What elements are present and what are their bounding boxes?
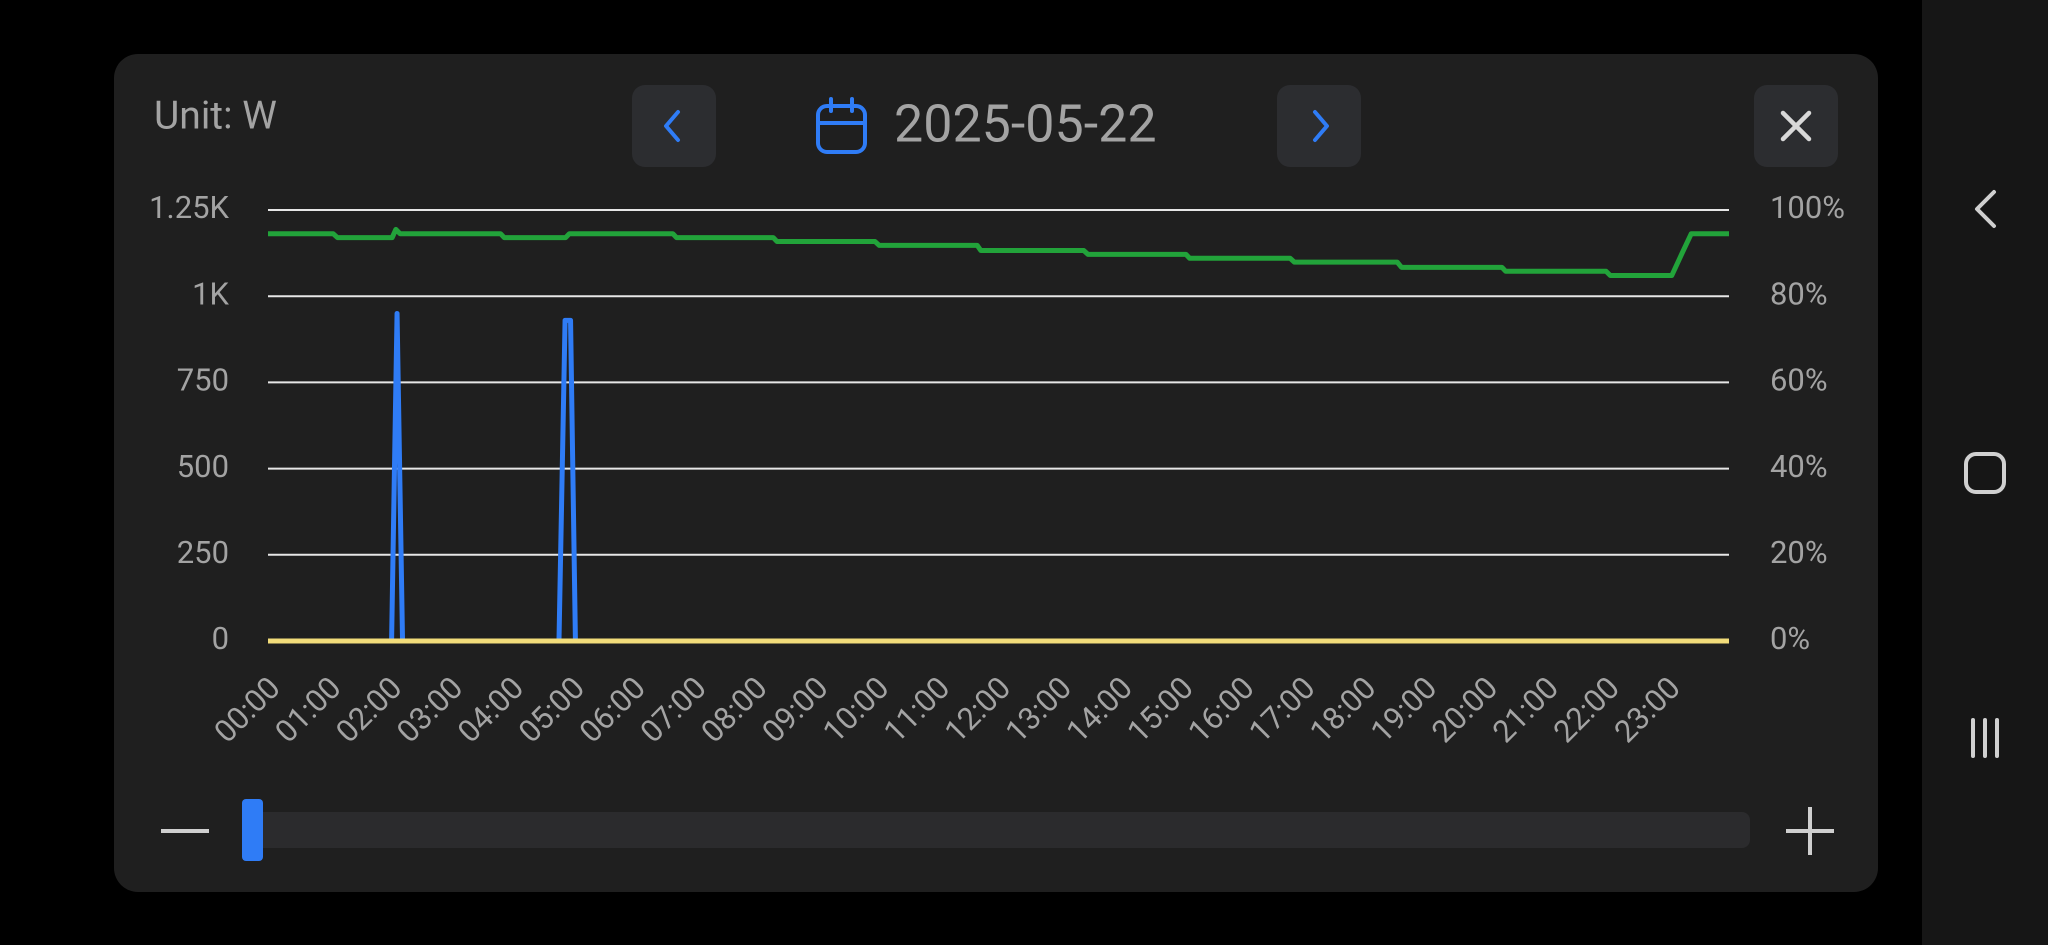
calendar-icon — [816, 97, 867, 154]
nav-home[interactable] — [1964, 452, 2006, 494]
y2-tick-label: 60% — [1770, 362, 1828, 399]
y2-tick-label: 40% — [1770, 448, 1828, 485]
prev-icon — [664, 110, 680, 142]
y2-tick-label: 0% — [1770, 620, 1810, 657]
nav-back[interactable] — [1975, 190, 1996, 228]
y-tick-label: 250 — [177, 534, 229, 571]
y-tick-label: 1.25K — [149, 189, 229, 226]
y-tick-label: 750 — [177, 362, 229, 399]
dialog-panel — [114, 54, 1878, 892]
y2-tick-label: 80% — [1770, 275, 1828, 312]
y2-tick-label: 100% — [1770, 189, 1845, 226]
y-tick-label: 500 — [177, 448, 229, 485]
next-day-button[interactable] — [1277, 85, 1361, 167]
zoom-slider-thumb[interactable] — [242, 799, 263, 861]
prev-day-button[interactable] — [632, 85, 716, 167]
zoom-in-button[interactable] — [1786, 807, 1834, 855]
unit-label: Unit: W — [154, 92, 277, 138]
y2-tick-label: 20% — [1770, 534, 1828, 571]
nav-recents[interactable] — [1971, 718, 1999, 758]
next-icon — [1313, 110, 1329, 142]
date-label[interactable]: 2025-05-22 — [894, 94, 1157, 155]
nav-bar — [1922, 0, 2048, 945]
close-icon — [1780, 110, 1812, 142]
zoom-slider-track[interactable] — [248, 812, 1750, 848]
y-tick-label: 0 — [212, 620, 229, 657]
series-line — [268, 226, 1729, 279]
y-tick-label: 1K — [192, 275, 229, 312]
